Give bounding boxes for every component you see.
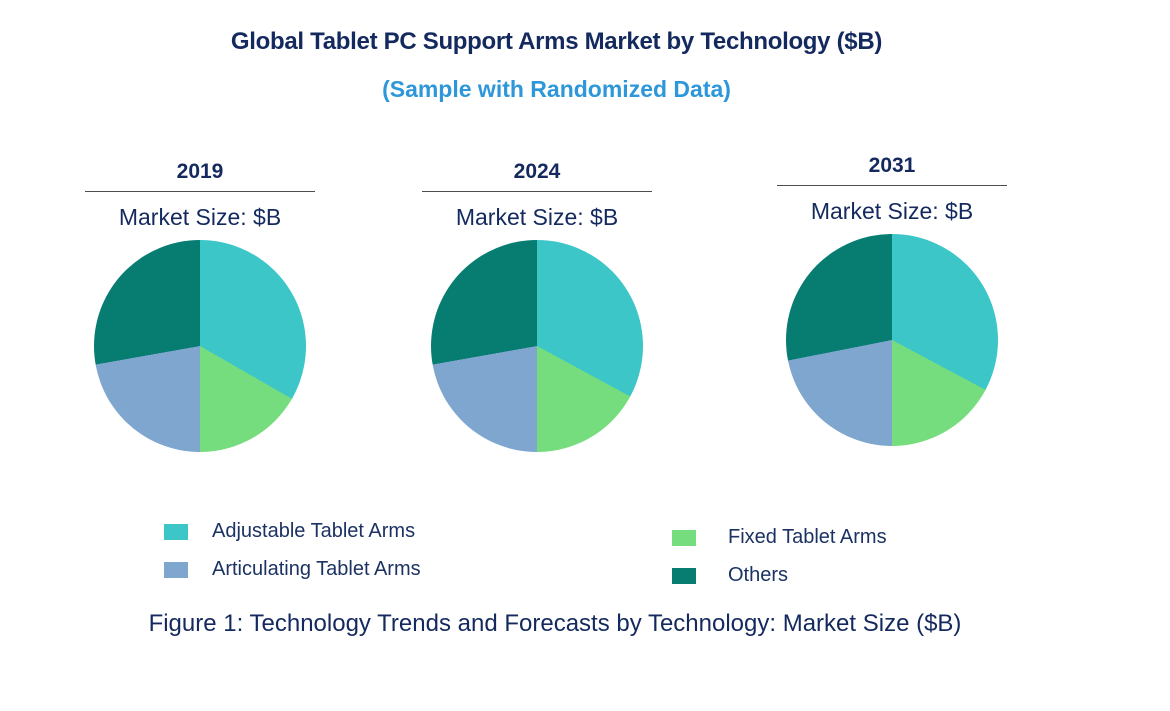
pie-column-2031: 2031 Market Size: $B [777, 154, 1007, 446]
chart-title: Global Tablet PC Support Arms Market by … [230, 28, 883, 55]
legend-label-articulating: Articulating Tablet Arms [212, 558, 421, 580]
pie-chart-2024 [431, 240, 643, 452]
legend-label-fixed: Fixed Tablet Arms [728, 526, 887, 548]
pie-chart-2031 [786, 234, 998, 446]
articulating-color-swatch [164, 561, 188, 578]
chart-subtitle: (Sample with Randomized Data) [382, 76, 731, 102]
legend-item-others: Others [672, 564, 788, 587]
figure-caption: Figure 1: Technology Trends and Forecast… [148, 610, 962, 637]
year-label-2019: 2019 [85, 160, 315, 192]
legend-item-fixed: Fixed Tablet Arms [672, 526, 887, 549]
market-size-label-2024: Market Size: $B [455, 204, 619, 230]
others-color-swatch [672, 567, 696, 584]
adjustable-color-swatch [164, 523, 188, 540]
pie-column-2024: 2024 Market Size: $B [422, 160, 652, 452]
pie-column-2019: 2019 Market Size: $B [85, 160, 315, 452]
year-label-2024: 2024 [422, 160, 652, 192]
fixed-color-swatch [672, 529, 696, 546]
legend-item-articulating: Articulating Tablet Arms [164, 558, 421, 581]
legend-item-adjustable: Adjustable Tablet Arms [164, 520, 415, 543]
pie-chart-2019 [94, 240, 306, 452]
market-size-label-2019: Market Size: $B [118, 204, 282, 230]
year-label-2031: 2031 [777, 154, 1007, 186]
legend-label-adjustable: Adjustable Tablet Arms [212, 520, 416, 542]
market-size-label-2031: Market Size: $B [810, 198, 974, 224]
legend-label-others: Others [728, 564, 789, 586]
